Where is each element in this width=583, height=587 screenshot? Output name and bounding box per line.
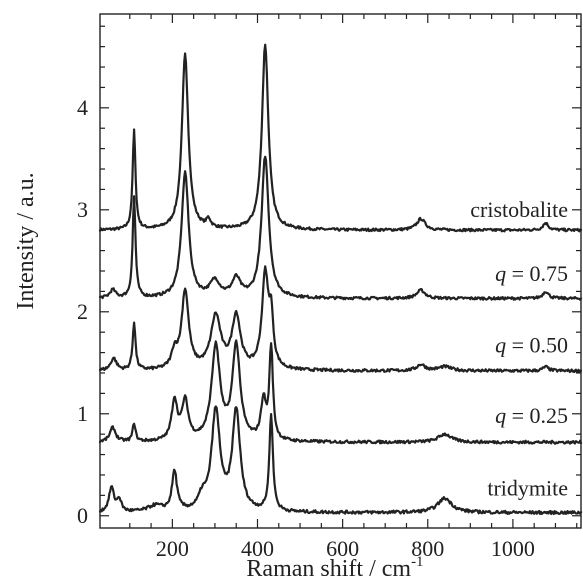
x-tick-label: 1000 xyxy=(491,536,535,561)
series-line-2 xyxy=(98,265,583,374)
x-tick-label: 400 xyxy=(241,536,274,561)
series-label-value: = 0.75 xyxy=(506,261,568,286)
series-label-0: cristobalite xyxy=(470,197,568,222)
x-tick-label: 800 xyxy=(411,536,444,561)
y-tick-label: 2 xyxy=(77,299,88,324)
series-label-value: tridymite xyxy=(487,475,568,500)
series-line-4 xyxy=(98,405,583,516)
series-label-4: tridymite xyxy=(487,475,568,500)
series-label-value: = 0.25 xyxy=(506,403,568,428)
series-label-var: q xyxy=(495,333,506,358)
y-axis-label: Intensity / a.u. xyxy=(13,172,39,309)
y-tick-label: 4 xyxy=(77,95,88,120)
x-axis-label-text: Raman shift / cm xyxy=(246,556,411,582)
x-axis-label: Raman shift / cm-1 xyxy=(246,554,423,582)
series-line-1 xyxy=(98,155,583,301)
x-tick-label: 200 xyxy=(156,536,189,561)
series-label-value: cristobalite xyxy=(470,197,568,222)
y-tick-label: 0 xyxy=(77,503,88,528)
y-tick-label: 3 xyxy=(77,197,88,222)
traces xyxy=(98,43,583,516)
x-tick-label: 600 xyxy=(326,536,359,561)
axes: 200 400 600 800 1000 0 1 2 3 4 xyxy=(77,13,582,561)
series-label-var: q xyxy=(495,403,506,428)
series-label-1: q = 0.75 xyxy=(495,261,568,286)
series-label-var: q xyxy=(495,261,506,286)
series-label-value: = 0.50 xyxy=(506,333,568,358)
x-axis-label-superscript: -1 xyxy=(411,554,424,570)
series-label-3: q = 0.25 xyxy=(495,403,568,428)
series-label-2: q = 0.50 xyxy=(495,333,568,358)
series-line-0 xyxy=(98,43,583,233)
y-tick-label: 1 xyxy=(77,401,88,426)
series-line-3 xyxy=(98,339,583,445)
